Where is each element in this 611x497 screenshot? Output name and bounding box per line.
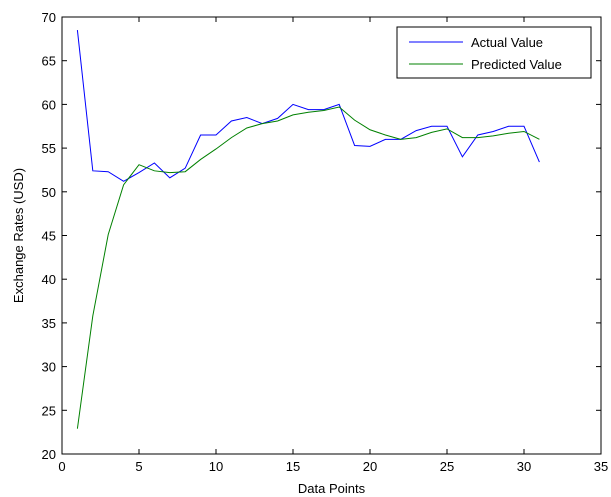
y-tick-label: 30 [42, 360, 56, 375]
y-axis-label: Exchange Rates (USD) [11, 168, 26, 303]
legend-box [396, 26, 592, 79]
y-tick-label: 65 [42, 54, 56, 69]
x-tick-label: 0 [58, 459, 65, 474]
y-tick-label: 60 [42, 97, 56, 112]
legend-label: Predicted Value [471, 57, 562, 72]
x-tick-label: 25 [440, 459, 454, 474]
y-tick-label: 25 [42, 403, 56, 418]
y-tick-label: 50 [42, 185, 56, 200]
series-line-predicted-value [76, 106, 540, 429]
x-tick-label: 20 [363, 459, 377, 474]
x-tick-label: 15 [286, 459, 300, 474]
legend-label: Actual Value [471, 35, 543, 50]
axis-ticks: 0 5 10 15 20 25 30 35 20 25 30 35 40 45 50 55 60 65 70 [42, 10, 609, 474]
y-tick-label: 20 [42, 447, 56, 462]
series-line-actual-value [76, 30, 540, 182]
x-tick-label: 30 [517, 459, 531, 474]
y-tick-label: 70 [42, 10, 56, 25]
y-tick-label: 55 [42, 141, 56, 156]
x-tick-label: 5 [135, 459, 142, 474]
y-tick-label: 40 [42, 272, 56, 287]
legend: Actual Value Predicted Value [396, 26, 592, 79]
x-axis-label: Data Points [298, 481, 366, 496]
x-tick-label: 35 [594, 459, 608, 474]
y-tick-label: 35 [42, 316, 56, 331]
series-layer [76, 30, 540, 429]
axes-box [61, 16, 602, 455]
y-tick-label: 45 [42, 229, 56, 244]
x-tick-label: 10 [209, 459, 223, 474]
